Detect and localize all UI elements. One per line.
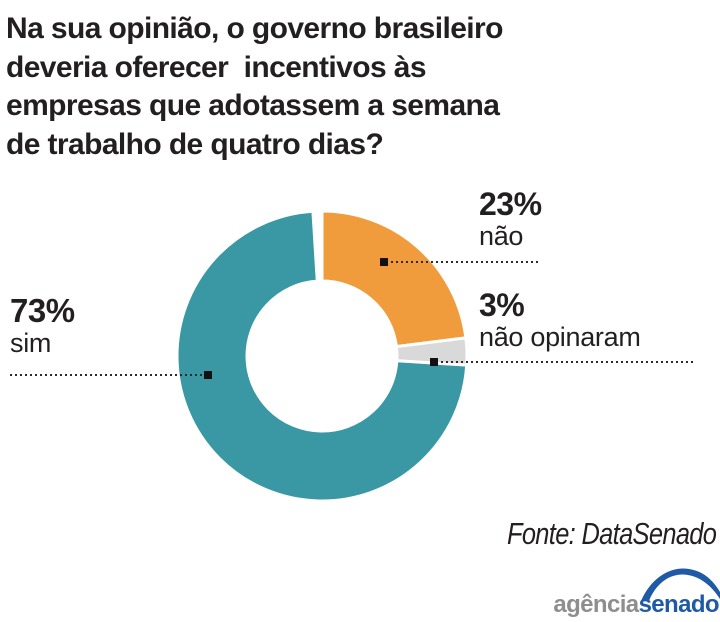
logo-senado-text: senado [638, 591, 720, 618]
callout-sim-pct: 73% [10, 292, 75, 329]
callout-sim-label: sim [10, 328, 52, 358]
title-line-2: deveria oferecer incentivos às [6, 50, 427, 84]
chart-title: Na sua opinião, o governo brasileiro dev… [6, 10, 503, 164]
pie-slice-0 [320, 209, 468, 349]
title-line-4: de trabalho de quatro dias? [6, 127, 384, 161]
callout-nao-marker [380, 258, 388, 266]
title-line-1: Na sua opinião, o governo brasileiro [6, 12, 503, 45]
logo-agencia-text: agência [553, 591, 639, 618]
title-line-3: empresas que adotassem a semana [6, 89, 500, 122]
source-credit: Fonte: DataSenado [506, 516, 717, 551]
callout-nao-leader-line [391, 261, 541, 263]
callout-nao-opinaram-marker [430, 358, 438, 366]
callout-nao: 23% não [479, 187, 542, 251]
callout-nao-opinaram-label: não opinaram [479, 322, 641, 352]
callout-nao-pct: 23% [479, 186, 542, 222]
callout-sim-leader-line [10, 374, 204, 376]
pie-slice-2 [175, 209, 469, 503]
callout-sim-marker [204, 371, 212, 379]
callout-sim: 73% sim [10, 292, 75, 359]
callout-nao-opinaram-pct: 3% [479, 287, 525, 323]
callout-nao-label: não [479, 221, 524, 251]
callout-nao-opinaram-leader-line [441, 361, 696, 363]
callout-nao-opinaram: 3% não opinaram [479, 288, 641, 352]
agencia-senado-logo: agênciasenado [553, 591, 719, 619]
